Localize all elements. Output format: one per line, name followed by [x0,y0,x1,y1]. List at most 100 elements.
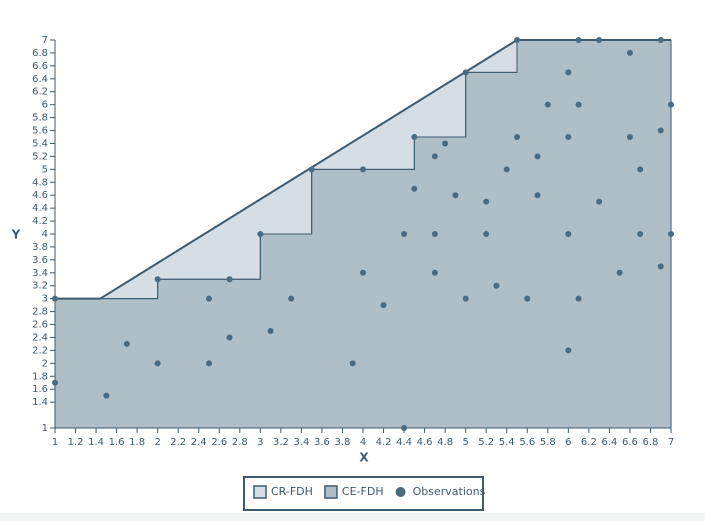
observation [360,166,366,173]
legend-label: Observations [413,485,486,498]
y-tick-label: 4.8 [32,177,48,188]
bottom-strip [0,513,705,521]
observation [483,231,490,237]
observation [524,295,531,302]
y-tick-label: 4.6 [32,190,48,201]
observation [257,231,264,237]
x-tick-label: 2.8 [232,437,248,448]
observation [452,192,459,199]
observation [514,134,520,140]
y-tick-label: 5.8 [32,113,48,124]
observation [565,347,572,354]
y-tick-label: 6.6 [32,61,48,72]
y-tick-label: 1 [42,423,48,434]
observation [626,134,633,140]
observation [360,269,366,276]
legend-swatch [395,487,406,497]
observation [226,334,233,341]
observation [123,340,130,347]
x-tick-label: 1.2 [68,437,84,448]
observation [52,295,58,302]
observation [668,101,674,108]
observation [103,392,110,399]
observation [565,231,572,237]
observation [565,134,572,140]
observation [565,69,572,76]
observation [308,166,315,173]
observation [226,276,233,283]
y-tick-label: 5.4 [32,138,48,149]
legend-swatch [253,485,267,499]
y-tick-label: 3.4 [32,268,48,279]
observation [154,360,161,367]
y-tick-label: 5.2 [32,151,48,162]
observation [431,231,438,237]
x-tick-label: 3.8 [335,437,351,448]
observation [544,101,551,108]
observation [575,295,582,302]
x-tick-label: 2.2 [170,437,186,448]
area [54,39,672,429]
x-tick-label: 6.2 [581,437,597,448]
y-tick-label: 2.4 [32,332,48,343]
observation [401,425,408,431]
observation [503,166,510,173]
observation [431,153,438,160]
observation [616,269,623,276]
y-tick-label: 5 [42,164,48,175]
y-tick-label: 3.2 [32,281,48,292]
observation [668,231,674,237]
observation [411,134,418,140]
observation [514,37,520,43]
observation [401,231,408,237]
legend-swatch [324,485,338,499]
y-tick-label: 7 [42,35,48,46]
observation [575,37,582,43]
observation [534,153,541,160]
observation [349,360,356,367]
x-tick-label: 4.4 [396,437,412,448]
observation [575,101,582,108]
y-tick-label: 6.4 [32,74,48,85]
legend [243,476,484,511]
observation [288,295,295,302]
y-tick-label: 6 [42,100,48,111]
x-tick-label: 4.8 [437,437,453,448]
y-tick-label: 1.8 [32,371,48,382]
observation [637,166,644,173]
y-tick-label: 5.6 [32,126,48,137]
x-tick-label: 2 [154,437,160,448]
observation [657,127,664,134]
x-tick-label: 4 [360,437,366,448]
x-tick-label: 5.4 [499,437,515,448]
observation [596,198,603,205]
legend-label: CR-FDH [271,485,313,498]
x-tick-label: 1.8 [129,437,145,448]
observation [267,328,274,334]
x-tick-label: 4.6 [417,437,433,448]
observation [657,37,664,43]
observation [442,140,449,147]
observation [411,185,418,192]
y-tick-label: 1.4 [32,397,48,408]
y-tick-label: 2.6 [32,320,48,331]
y-axis-title: Y [11,228,21,242]
y-tick-label: 2.8 [32,307,48,318]
y-tick-label: 4 [42,229,48,240]
x-tick-label: 3 [257,437,263,448]
observation [431,269,438,276]
x-tick-label: 5.8 [540,437,556,448]
x-tick-label: 6.6 [622,437,638,448]
x-tick-label: 6 [565,437,571,448]
y-tick-label: 4.4 [32,203,48,214]
observation [534,192,541,199]
x-tick-label: 3.4 [293,437,309,448]
x-tick-label: 3.6 [314,437,330,448]
x-tick-label: 5 [462,437,468,448]
x-tick-label: 1.6 [109,437,125,448]
y-tick-label: 6.8 [32,48,48,59]
y-tick-label: 3.6 [32,255,48,266]
x-tick-label: 7 [668,437,674,448]
y-tick-label: 2.2 [32,345,48,356]
